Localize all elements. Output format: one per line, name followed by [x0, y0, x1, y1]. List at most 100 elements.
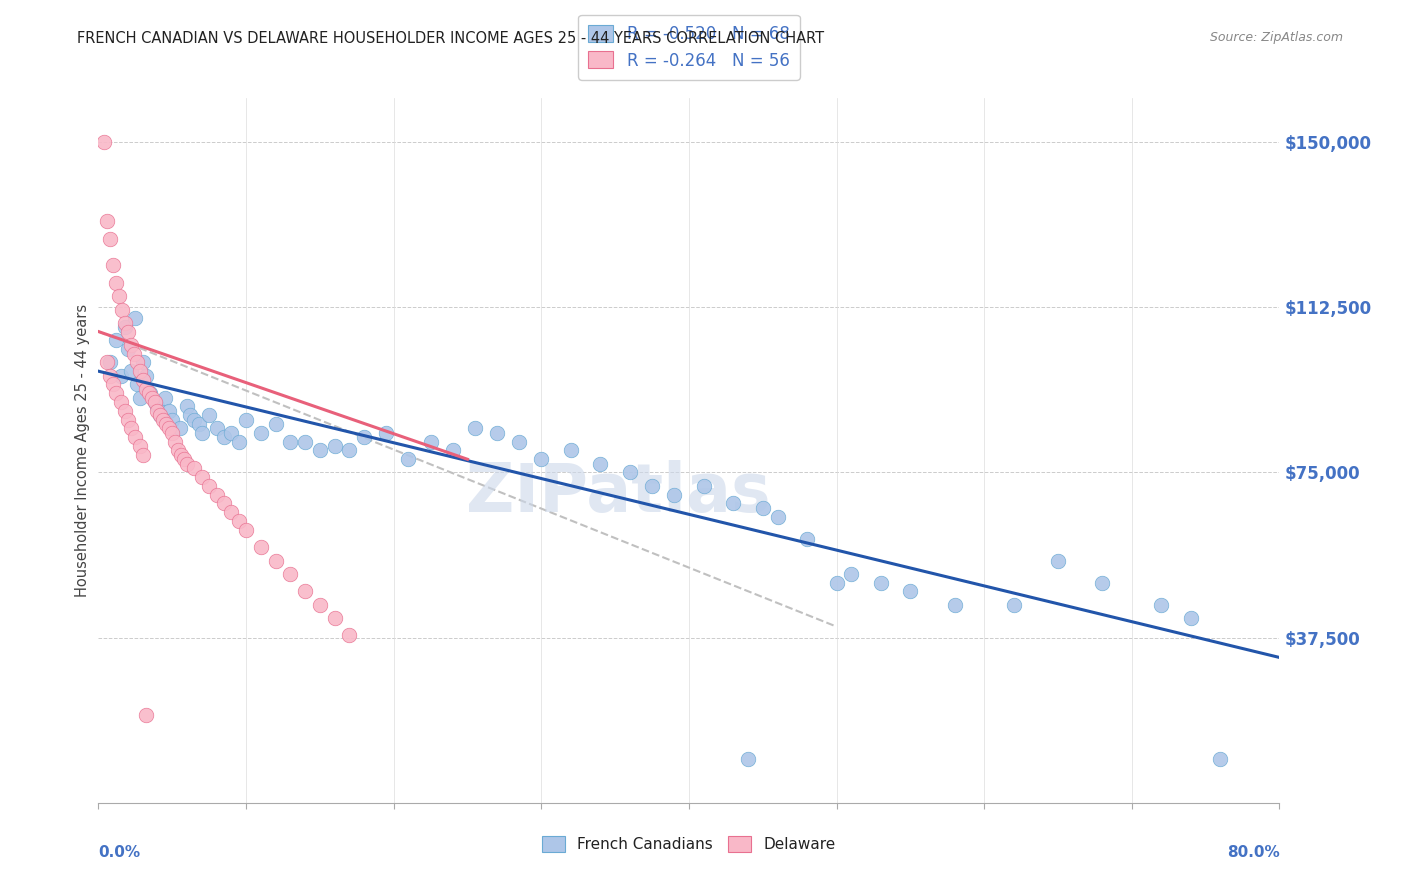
Point — [165, 434, 187, 449]
Point — [173, 452, 195, 467]
Text: 0.0%: 0.0% — [98, 845, 141, 860]
Point — [870, 575, 893, 590]
Point — [111, 302, 134, 317]
Point — [135, 707, 157, 722]
Point — [179, 409, 201, 423]
Point — [114, 404, 136, 418]
Point — [128, 391, 150, 405]
Point — [198, 478, 221, 492]
Point — [114, 316, 136, 330]
Point — [93, 135, 115, 149]
Point — [128, 439, 150, 453]
Point — [398, 452, 420, 467]
Point — [138, 386, 160, 401]
Point — [162, 412, 183, 426]
Point — [108, 289, 131, 303]
Point — [120, 364, 142, 378]
Point — [146, 404, 169, 418]
Point — [235, 412, 257, 426]
Point — [124, 311, 146, 326]
Point — [264, 417, 287, 431]
Point — [1150, 598, 1173, 612]
Point — [132, 355, 155, 369]
Point — [162, 425, 183, 440]
Point — [135, 368, 157, 383]
Point — [228, 514, 250, 528]
Point — [183, 412, 205, 426]
Point — [294, 584, 316, 599]
Point — [120, 338, 142, 352]
Point — [105, 334, 128, 348]
Point — [96, 355, 118, 369]
Point — [143, 395, 166, 409]
Point — [1091, 575, 1114, 590]
Point — [120, 421, 142, 435]
Point — [103, 377, 125, 392]
Point — [309, 443, 332, 458]
Point — [114, 320, 136, 334]
Point — [132, 373, 155, 387]
Text: Source: ZipAtlas.com: Source: ZipAtlas.com — [1209, 31, 1343, 45]
Point — [143, 395, 166, 409]
Point — [737, 752, 759, 766]
Point — [152, 412, 174, 426]
Text: 80.0%: 80.0% — [1226, 845, 1279, 860]
Point — [619, 466, 641, 480]
Point — [117, 325, 139, 339]
Point — [796, 532, 818, 546]
Point — [117, 412, 139, 426]
Point — [169, 421, 191, 435]
Point — [841, 566, 863, 581]
Point — [309, 598, 332, 612]
Point — [98, 368, 121, 383]
Point — [96, 214, 118, 228]
Point — [98, 355, 121, 369]
Point — [125, 377, 148, 392]
Point — [375, 425, 398, 440]
Point — [530, 452, 553, 467]
Point — [191, 470, 214, 484]
Point — [191, 425, 214, 440]
Point — [235, 523, 257, 537]
Point — [149, 409, 172, 423]
Point — [693, 478, 716, 492]
Point — [280, 566, 302, 581]
Point — [135, 382, 157, 396]
Point — [323, 611, 346, 625]
Text: FRENCH CANADIAN VS DELAWARE HOUSEHOLDER INCOME AGES 25 - 44 YEARS CORRELATION CH: FRENCH CANADIAN VS DELAWARE HOUSEHOLDER … — [77, 31, 824, 46]
Point — [198, 409, 221, 423]
Point — [149, 409, 172, 423]
Y-axis label: Householder Income Ages 25 - 44 years: Householder Income Ages 25 - 44 years — [75, 304, 90, 597]
Point — [560, 443, 582, 458]
Point — [205, 487, 228, 501]
Point — [139, 386, 162, 401]
Point — [339, 628, 361, 642]
Point — [157, 421, 180, 435]
Point — [141, 391, 163, 405]
Point — [664, 487, 686, 501]
Point — [103, 259, 125, 273]
Point — [221, 425, 243, 440]
Point — [441, 443, 464, 458]
Point — [212, 496, 235, 510]
Point — [1046, 553, 1070, 567]
Point — [264, 553, 287, 567]
Point — [900, 584, 922, 599]
Point — [117, 342, 139, 356]
Point — [157, 404, 180, 418]
Point — [419, 434, 441, 449]
Point — [128, 364, 150, 378]
Point — [110, 368, 132, 383]
Point — [105, 276, 128, 290]
Point — [641, 478, 664, 492]
Point — [183, 461, 205, 475]
Point — [205, 421, 228, 435]
Point — [124, 430, 146, 444]
Point — [323, 439, 346, 453]
Point — [1002, 598, 1025, 612]
Point — [825, 575, 848, 590]
Point — [943, 598, 966, 612]
Legend: French Canadians, Delaware: French Canadians, Delaware — [536, 830, 842, 859]
Point — [187, 417, 209, 431]
Point — [723, 496, 745, 510]
